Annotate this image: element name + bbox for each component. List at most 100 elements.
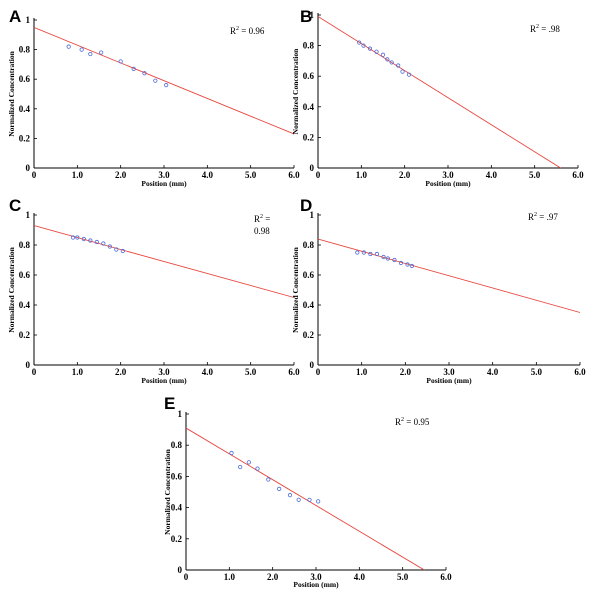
y-tick-label: 0.8 (303, 41, 315, 51)
y-axis-title: Normalized Concentration (291, 48, 300, 134)
data-point (255, 466, 260, 471)
x-tick-label: 3.0 (158, 367, 170, 377)
data-point (316, 499, 321, 504)
x-tick-label: 6.0 (440, 572, 452, 582)
y-axis-title: Normalized Concentration (7, 50, 16, 136)
fit-line (318, 238, 581, 313)
y-tick-label: 1 (310, 210, 315, 220)
x-axis-title: Position (mm) (141, 179, 187, 188)
x-tick-label: 3.0 (158, 170, 170, 180)
data-point (101, 241, 106, 246)
y-tick-label: 0.6 (19, 270, 31, 280)
data-point (142, 71, 147, 76)
chart-panel-c: C 0 0.2 0.4 0.6 0.8 1 0 1.0 2.0 3.0 4.0 5.0 6.0 Positi… (7, 196, 300, 385)
data-point (385, 256, 390, 261)
y-tick-label: 0.4 (303, 102, 315, 112)
y-tick-label: 0 (310, 360, 315, 370)
x-tick-label: 2.0 (115, 170, 127, 180)
data-point (367, 46, 373, 51)
data-point (81, 236, 86, 242)
r-squared-exponent: 2 (534, 212, 537, 218)
x-tick-label: 5.0 (397, 572, 409, 582)
r-squared-symbol: R (254, 214, 260, 224)
data-point (398, 260, 404, 266)
x-tick-label: 3.0 (310, 572, 322, 582)
x-tick-label: 2.0 (267, 572, 279, 582)
x-tick-label: 1.0 (72, 367, 84, 377)
r-squared-label: R2 = 0.95 (395, 417, 430, 427)
data-point (88, 51, 93, 57)
x-axis-title: Position (mm) (293, 580, 339, 589)
y-tick-label: 0.2 (19, 133, 31, 143)
x-tick-label: 1.0 (356, 170, 368, 180)
x-tick-label: 6.0 (288, 367, 300, 377)
chart-panel-d: D 0 0.2 0.4 0.6 0.8 1 0 1.0 2.0 3.0 4.0 5.0 6.0 Positi… (291, 196, 586, 385)
y-tick-label: 0.6 (19, 74, 31, 84)
panel-letter-d: D (300, 196, 312, 215)
data-point (361, 43, 366, 48)
data-point (120, 248, 125, 254)
data-point (374, 251, 380, 257)
fit-line (34, 26, 295, 135)
r-squared-symbol: R (530, 24, 536, 34)
y-tick-label: 0 (26, 360, 31, 370)
y-tick-label: 0.4 (303, 300, 315, 310)
x-tick-label: 5.0 (529, 170, 541, 180)
data-point (392, 257, 397, 263)
data-point (400, 69, 405, 74)
data-point (99, 50, 104, 55)
data-point (355, 250, 360, 255)
data-point (131, 66, 136, 71)
data-point (396, 63, 401, 68)
data-point (296, 497, 301, 502)
data-point (368, 251, 373, 257)
x-tick-label: 5.0 (245, 367, 257, 377)
chart-panel-e: E 0 0.2 0.4 0.6 0.8 1 0 1.0 2.0 3.0 4.0 5.0 6.0 Positi… (163, 394, 452, 589)
x-axis-title: Position (mm) (141, 376, 187, 385)
y-tick-label: 0 (310, 163, 315, 173)
r-squared-symbol: R (395, 417, 401, 427)
x-tick-label: 2.0 (399, 170, 411, 180)
x-tick-label: 5.0 (245, 170, 257, 180)
data-point (406, 72, 412, 77)
y-tick-label: 0.8 (19, 45, 31, 55)
panel-letter-c: C (9, 196, 21, 215)
x-tick-label: 2.0 (115, 367, 127, 377)
x-tick-label: 1.0 (224, 572, 236, 582)
x-tick-label: 4.0 (486, 170, 498, 180)
chart-panel-a: A 0 0.2 0.4 0.6 0.8 1 0 1.0 2.0 3.0 4.0 5.0 6.0 Positi… (7, 7, 300, 188)
data-point (405, 262, 410, 267)
y-tick-label: 1 (178, 409, 183, 419)
fit-line (186, 427, 425, 570)
y-axis-title: Normalized Concentration (163, 448, 172, 534)
data-point (88, 238, 93, 243)
x-tick-label: 0 (32, 170, 37, 180)
data-point (66, 44, 71, 49)
chart-panel-b: B 0 0.2 0.4 0.6 0.8 1 0 1.0 2.0 3.0 4.0 5.0 6.0 Positi… (291, 7, 584, 188)
x-tick-label: 5.0 (531, 367, 543, 377)
r-squared-value: = (263, 214, 270, 224)
panel-letter-a: A (9, 7, 21, 26)
panel-letter-b: B (300, 7, 312, 26)
r-squared-exponent: 2 (236, 26, 239, 32)
data-point (361, 250, 366, 255)
r-squared-value: = 0.96 (239, 26, 265, 36)
data-point (277, 486, 282, 491)
x-tick-label: 6.0 (288, 170, 300, 180)
y-axis-title: Normalized Concentration (7, 246, 16, 332)
data-point (75, 235, 80, 240)
x-tick-label: 0 (184, 572, 189, 582)
r-squared-symbol: R (230, 26, 236, 36)
data-point (229, 450, 234, 456)
data-point (114, 247, 119, 252)
data-point (153, 78, 158, 83)
fit-line (34, 225, 295, 298)
x-tick-label: 0 (32, 367, 37, 377)
x-tick-label: 6.0 (572, 170, 584, 180)
data-point (374, 49, 379, 54)
x-tick-label: 4.0 (354, 572, 366, 582)
r-squared-value-line2: 0.98 (254, 226, 270, 236)
x-tick-label: 4.0 (487, 367, 499, 377)
data-point (70, 235, 76, 240)
